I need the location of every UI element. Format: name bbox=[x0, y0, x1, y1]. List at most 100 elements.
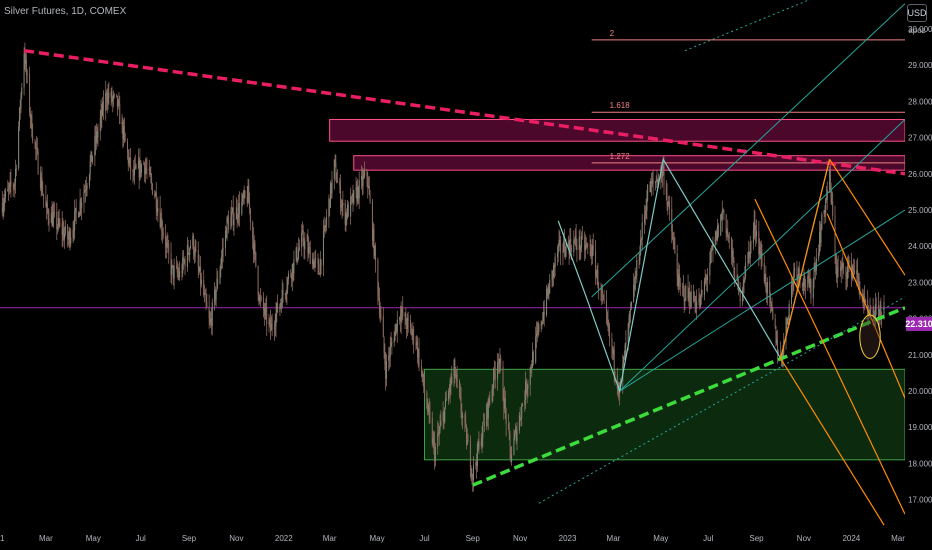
candle-body bbox=[412, 328, 414, 334]
candle-body bbox=[396, 319, 398, 333]
candle-body bbox=[846, 277, 848, 279]
candle-body bbox=[173, 266, 175, 279]
candle-body bbox=[690, 291, 692, 307]
candle-body bbox=[396, 324, 398, 333]
time-tick-label: 2022 bbox=[275, 534, 293, 543]
channel-line bbox=[538, 296, 906, 504]
candle-body bbox=[581, 235, 583, 248]
candle-body bbox=[116, 94, 118, 96]
candle-body bbox=[672, 239, 674, 242]
candle-body bbox=[105, 92, 107, 111]
candle-body bbox=[200, 279, 202, 285]
candle-body bbox=[689, 291, 691, 304]
candle-body bbox=[445, 398, 447, 408]
candle-body bbox=[50, 212, 52, 223]
candle-body bbox=[728, 235, 730, 237]
candle-body bbox=[569, 238, 571, 255]
candle-body bbox=[123, 126, 125, 140]
candle-body bbox=[162, 233, 164, 236]
candle-body bbox=[753, 220, 755, 230]
candle-body bbox=[335, 163, 337, 181]
candle-body bbox=[752, 229, 754, 244]
candle-body bbox=[520, 418, 522, 420]
candle-body bbox=[326, 217, 328, 225]
candle-body bbox=[432, 438, 434, 444]
time-axis[interactable]: 21 Mar May Jul Sep Nov 2022 Mar May Jul Sep Nov 2023… bbox=[0, 527, 905, 550]
candle-body bbox=[67, 238, 69, 240]
candle-body bbox=[242, 195, 244, 202]
candle-body bbox=[567, 242, 569, 245]
candle-body bbox=[334, 159, 336, 164]
candle-body bbox=[590, 246, 592, 255]
currency-button[interactable]: USD bbox=[907, 4, 927, 22]
candle-body bbox=[203, 279, 205, 295]
candle-body bbox=[529, 367, 531, 385]
candle-body bbox=[297, 257, 299, 261]
candle-body bbox=[717, 224, 719, 236]
candle-body bbox=[684, 300, 686, 302]
candle-body bbox=[388, 355, 390, 361]
candle-body bbox=[721, 214, 723, 220]
fork-line bbox=[780, 358, 885, 526]
candle-body bbox=[765, 274, 767, 289]
candle-body bbox=[176, 266, 178, 273]
candle-body bbox=[357, 186, 359, 199]
candle-body bbox=[4, 197, 6, 204]
candle-body bbox=[515, 428, 517, 442]
candle-body bbox=[466, 439, 468, 445]
candle-body bbox=[649, 184, 651, 193]
candle-body bbox=[312, 258, 314, 265]
candle-body bbox=[499, 358, 501, 363]
candle-body bbox=[266, 307, 268, 325]
candle-body bbox=[367, 176, 369, 188]
candle-body bbox=[843, 263, 845, 268]
candle-body bbox=[301, 232, 303, 248]
candle-body bbox=[35, 143, 37, 149]
candle-body bbox=[624, 344, 626, 360]
candle-body bbox=[107, 92, 109, 103]
candle-body bbox=[540, 324, 542, 326]
candle-body bbox=[787, 318, 789, 320]
candle-body bbox=[521, 405, 523, 406]
candle-body bbox=[674, 245, 676, 254]
candle-body bbox=[449, 379, 451, 392]
scale-mode-button[interactable]: apoz bbox=[908, 26, 926, 35]
candle-body bbox=[12, 186, 14, 188]
candle-body bbox=[792, 282, 794, 284]
candle-body bbox=[286, 288, 288, 294]
candle-body bbox=[638, 260, 640, 261]
candle-body bbox=[281, 289, 283, 308]
candle-body bbox=[53, 212, 55, 216]
candle-body bbox=[493, 368, 495, 374]
candle-body bbox=[786, 318, 788, 324]
candle-body bbox=[226, 217, 228, 238]
candle-body bbox=[46, 203, 48, 208]
candle-body bbox=[612, 349, 614, 355]
candle-body bbox=[182, 257, 184, 262]
candle-body bbox=[284, 294, 286, 295]
candle-body bbox=[584, 245, 586, 251]
candle-body bbox=[151, 183, 153, 195]
candle-body bbox=[433, 438, 435, 443]
candle-body bbox=[277, 303, 279, 313]
candle-body bbox=[182, 257, 184, 274]
candle-body bbox=[275, 312, 277, 326]
candle-body bbox=[546, 289, 548, 316]
candle-body bbox=[685, 285, 687, 301]
candle-body bbox=[563, 240, 565, 253]
candle-body bbox=[146, 169, 148, 171]
candle-body bbox=[605, 301, 607, 314]
candle-body bbox=[734, 275, 736, 281]
candle-body bbox=[870, 308, 872, 310]
candle-body bbox=[823, 210, 825, 215]
candle-body bbox=[160, 218, 162, 227]
candle-body bbox=[53, 211, 55, 213]
candle-body bbox=[630, 308, 632, 311]
candle-body bbox=[165, 242, 167, 248]
candle-body bbox=[578, 236, 580, 250]
candle-body bbox=[442, 412, 444, 421]
price-axis[interactable]: 17.00018.00019.00020.00021.00022.00023.0… bbox=[905, 0, 932, 550]
candle-body bbox=[306, 240, 308, 242]
candle-body bbox=[646, 200, 648, 211]
